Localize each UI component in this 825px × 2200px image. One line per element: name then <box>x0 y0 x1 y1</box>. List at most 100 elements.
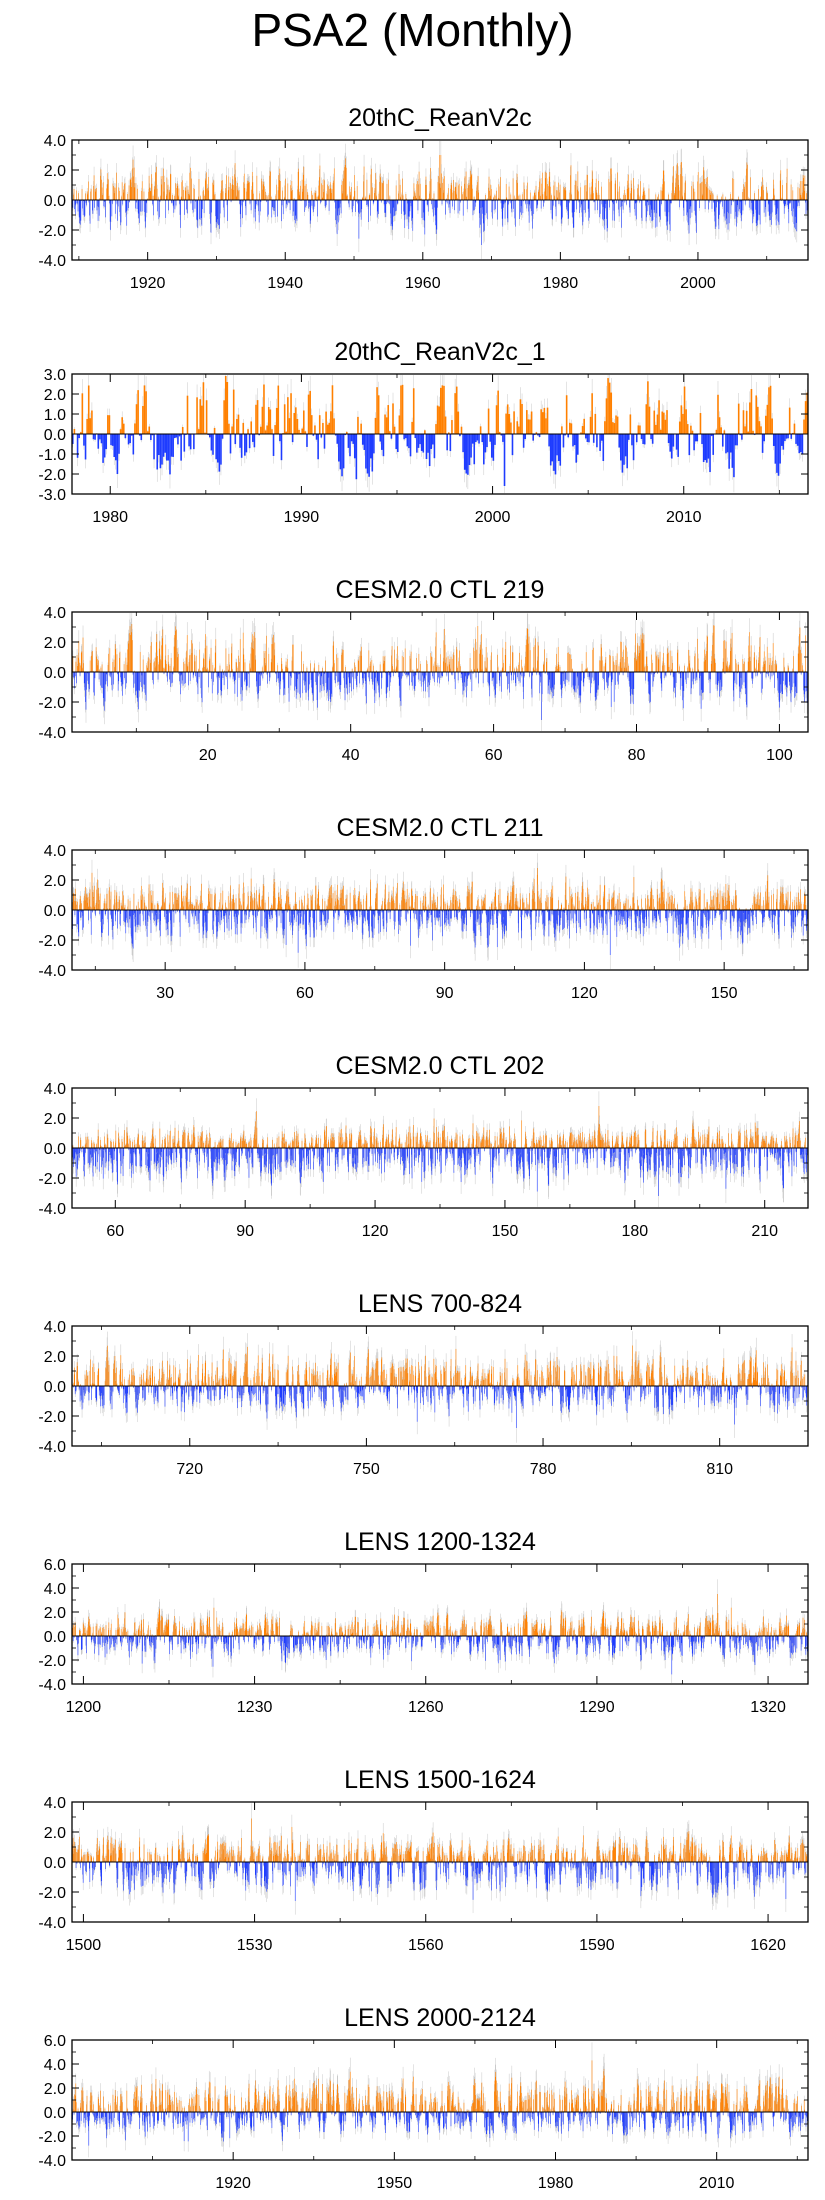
bar <box>343 178 344 200</box>
bar <box>181 182 182 200</box>
bar <box>589 200 590 218</box>
bar <box>344 170 345 200</box>
bar <box>492 200 493 212</box>
x-tick-label: 1940 <box>267 275 303 292</box>
bar <box>688 200 689 222</box>
bar <box>262 407 264 434</box>
bar <box>739 200 740 211</box>
bar <box>768 200 769 212</box>
bar <box>603 200 604 207</box>
bar <box>354 175 355 200</box>
bar <box>316 434 318 440</box>
bar <box>212 434 214 455</box>
bar <box>757 200 758 225</box>
bar <box>458 200 459 213</box>
bar <box>712 193 713 200</box>
bar <box>350 192 351 200</box>
bar <box>574 200 575 228</box>
chart-3: CESM2.0 CTL 2194.02.00.0-2.0-4.020 40 60 80… <box>38 576 808 764</box>
bar <box>391 200 392 224</box>
bar <box>87 672 88 681</box>
bar <box>165 200 166 218</box>
bar <box>727 200 728 224</box>
bar <box>666 200 667 226</box>
bar <box>127 649 128 672</box>
bar <box>631 434 633 445</box>
bar <box>155 668 156 672</box>
bar <box>95 189 96 200</box>
bar <box>94 434 96 440</box>
bar <box>639 197 640 200</box>
bar <box>579 200 580 213</box>
bar <box>661 200 662 204</box>
bar <box>403 434 405 439</box>
bar <box>223 191 224 200</box>
bar <box>154 186 155 200</box>
bar <box>227 200 228 221</box>
bar <box>794 200 795 228</box>
bar <box>130 180 131 200</box>
bar <box>660 430 662 434</box>
bar <box>160 434 162 468</box>
y-tick-label: 0.0 <box>44 193 66 210</box>
bar <box>570 175 571 200</box>
bar <box>114 193 115 200</box>
bar <box>567 200 568 211</box>
bar <box>803 420 805 434</box>
bar <box>614 200 615 211</box>
bar <box>714 200 715 212</box>
bar <box>110 672 111 677</box>
bar <box>390 200 391 213</box>
bar <box>733 179 734 200</box>
bar <box>490 196 491 200</box>
bar <box>79 200 80 223</box>
bar <box>249 181 250 200</box>
bar <box>469 183 470 200</box>
bar <box>318 186 319 200</box>
bar <box>779 200 780 225</box>
bar <box>298 172 299 200</box>
bar <box>217 200 218 224</box>
bar <box>238 415 240 434</box>
bar <box>473 200 474 215</box>
bar <box>175 626 176 672</box>
bar <box>642 200 643 221</box>
bar <box>174 196 175 200</box>
bar <box>755 200 756 210</box>
bar <box>163 176 164 200</box>
bar <box>295 200 296 223</box>
bar <box>193 200 194 212</box>
bar <box>156 642 157 672</box>
bar <box>774 195 775 200</box>
bar <box>581 200 582 204</box>
bar <box>641 434 643 439</box>
bar <box>770 386 772 434</box>
bar <box>136 672 137 691</box>
bar <box>526 189 527 200</box>
bar <box>722 434 724 447</box>
bar <box>215 200 216 216</box>
bar <box>108 179 109 200</box>
bar <box>240 200 241 214</box>
bar <box>238 191 239 200</box>
bar <box>718 200 719 219</box>
bar <box>803 175 804 200</box>
bar <box>685 183 686 200</box>
bar <box>586 185 587 200</box>
y-tick-label: 2.0 <box>44 387 66 404</box>
bar <box>140 672 141 682</box>
bar <box>653 200 654 220</box>
bar <box>122 672 123 696</box>
bar <box>294 200 295 220</box>
bar <box>582 200 583 212</box>
y-tick-label: -3.0 <box>38 487 66 504</box>
bar <box>478 434 480 444</box>
bar <box>465 434 467 474</box>
bar <box>694 192 695 200</box>
bar <box>391 200 392 226</box>
bar <box>128 434 130 444</box>
bar <box>124 672 125 678</box>
bar <box>443 179 444 200</box>
bar <box>376 196 377 200</box>
bar <box>644 191 645 200</box>
